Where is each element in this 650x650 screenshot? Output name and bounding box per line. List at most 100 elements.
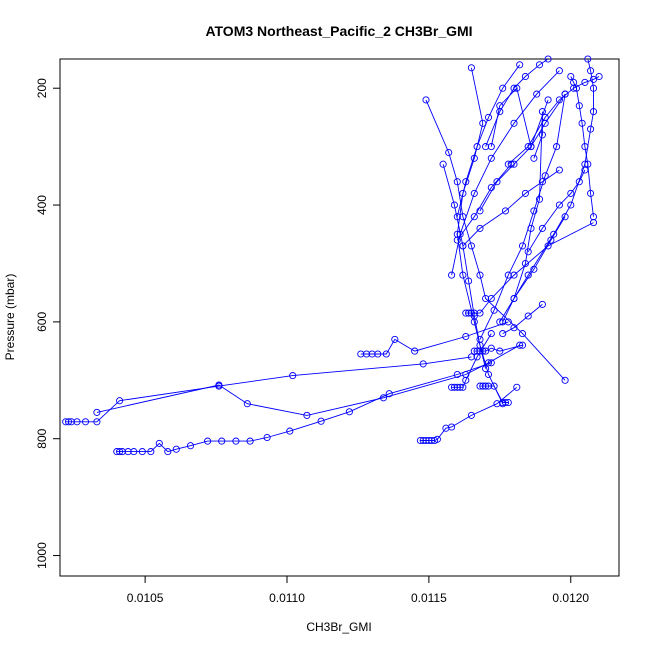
data-point (391, 335, 399, 343)
data-point (572, 84, 580, 92)
data-point (93, 408, 101, 416)
series-16 (496, 55, 598, 326)
series-4 (357, 318, 512, 358)
y-tick-label: 1000 (35, 542, 49, 569)
series-6 (448, 330, 495, 391)
data-point (263, 433, 271, 442)
data-point (345, 408, 353, 416)
data-point (482, 382, 490, 390)
data-point (482, 294, 490, 303)
data-point (518, 341, 527, 349)
data-point (448, 271, 456, 279)
data-point (516, 61, 524, 69)
data-point (510, 294, 518, 303)
data-point (521, 72, 529, 81)
data-point (467, 242, 475, 250)
data-point (476, 309, 484, 317)
series-26 (510, 213, 569, 303)
data-point (510, 324, 518, 332)
data-point (246, 437, 254, 445)
data-point (538, 300, 546, 308)
data-point (527, 143, 535, 151)
data-point (476, 271, 484, 279)
data-point (164, 448, 172, 456)
data-point (422, 96, 430, 104)
series-25 (524, 166, 589, 256)
series-line (116, 362, 492, 453)
data-point (232, 437, 240, 445)
data-point (535, 61, 544, 69)
data-point (433, 435, 441, 443)
data-point (317, 417, 325, 425)
data-point (504, 318, 512, 326)
series-line (499, 58, 594, 323)
data-point (496, 347, 504, 355)
data-point (374, 350, 382, 358)
data-point (459, 383, 467, 391)
series-line (360, 321, 509, 355)
data-point (453, 236, 461, 244)
x-tick-label: 0.0115 (411, 591, 447, 605)
data-point (467, 411, 475, 419)
series-line (527, 169, 586, 253)
data-point (462, 376, 470, 384)
series-line (456, 163, 512, 241)
data-point (587, 189, 595, 197)
data-point (496, 102, 504, 110)
data-point (499, 84, 507, 92)
series-line (502, 304, 543, 334)
data-point (130, 448, 138, 456)
data-point (513, 84, 521, 92)
data-point (450, 383, 458, 391)
data-point (524, 312, 532, 320)
y-tick-label: 600 (35, 312, 49, 332)
series-line (451, 70, 560, 276)
data-point (482, 347, 490, 355)
data-point (467, 64, 475, 72)
series-line (479, 93, 566, 212)
data-point (570, 78, 578, 86)
series-9 (462, 219, 598, 317)
data-point (172, 445, 180, 453)
data-point (476, 382, 484, 390)
series-line (442, 164, 504, 404)
data-point (453, 370, 461, 379)
series-12 (453, 64, 490, 373)
series-14 (499, 108, 546, 326)
data-point (510, 119, 518, 127)
data-point (567, 201, 575, 209)
data-point (589, 84, 598, 92)
data-point (533, 90, 541, 98)
data-point (553, 143, 561, 151)
data-point (587, 67, 595, 75)
data-point (589, 108, 598, 116)
data-point (555, 201, 563, 209)
data-point (448, 383, 456, 391)
data-point (541, 119, 549, 127)
data-point (67, 418, 75, 426)
data-point (484, 113, 493, 121)
data-point (456, 230, 464, 238)
data-point (504, 271, 512, 279)
data-point (286, 427, 294, 435)
data-point (530, 154, 538, 162)
data-point (473, 347, 481, 355)
data-point (510, 271, 518, 279)
data-point (422, 436, 430, 445)
series-5 (416, 383, 521, 445)
data-point (581, 166, 589, 174)
x-axis: 0.0105 0.0110 0.0115 0.0120 (127, 575, 589, 605)
data-point (459, 271, 467, 279)
data-point (116, 397, 124, 405)
series-line (502, 111, 543, 323)
data-point (476, 335, 484, 343)
data-point (518, 330, 527, 338)
series-line (456, 64, 521, 217)
data-point (450, 201, 458, 209)
series-8 (470, 341, 527, 355)
data-point (584, 55, 592, 63)
data-point (459, 189, 467, 197)
data-point (538, 224, 546, 232)
data-point (124, 448, 132, 456)
y-tick-label: 200 (35, 78, 49, 98)
